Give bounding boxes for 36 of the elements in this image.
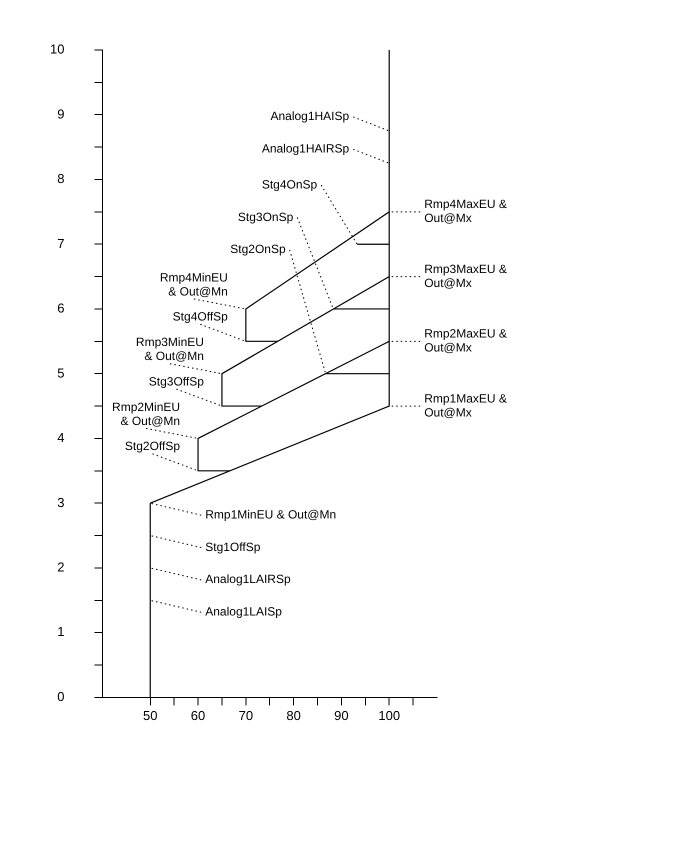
annotation: Stg1OffSp [205, 540, 261, 554]
y-tick-label: 4 [57, 430, 64, 446]
y-tick-label: 9 [57, 106, 64, 122]
x-tick-label: 80 [286, 708, 301, 723]
y-tick-label: 7 [57, 236, 64, 251]
y-tick-label: 0 [57, 688, 64, 704]
x-tick-label: 60 [190, 708, 206, 723]
annotation: Analog1HAIRSp [262, 142, 350, 156]
y-tick-label: 6 [57, 300, 64, 316]
annotation: Stg3OffSp [148, 374, 204, 388]
x-tick-label: 100 [378, 708, 400, 723]
x-tick-label: 90 [334, 708, 349, 723]
annotation: Stg2OnSp [230, 242, 286, 256]
annotation: Rmp2MinEU & Out@Mn [112, 400, 180, 428]
annotation: Stg4OffSp [172, 310, 228, 324]
annotation: Stg4OnSp [262, 177, 318, 192]
annotation: Analog1LAISp [205, 604, 282, 619]
annotation: Analog1LAIRSp [205, 572, 291, 586]
annotation: Rmp4MinEU & Out@Mn [160, 270, 228, 298]
y-tick-label: 8 [57, 171, 64, 186]
annotation: Rmp1MaxEU & Out@Mx [424, 391, 507, 420]
annotation: Rmp4MaxEU & Out@Mx [424, 197, 507, 226]
annotation: Analog1HAISp [270, 109, 350, 124]
y-tick-label: 5 [57, 365, 64, 380]
x-tick-label: 70 [238, 708, 254, 723]
y-tick-label: 3 [57, 494, 64, 510]
y-tick-label: 10 [50, 42, 64, 57]
annotation: Rmp3MaxEU & Out@Mx [424, 262, 507, 290]
annotation: Stg3OnSp [238, 210, 294, 224]
annotation: Stg2OffSp [124, 439, 180, 454]
annotation: Rmp1MinEU & Out@Mn [205, 507, 336, 522]
x-tick-label: 50 [143, 708, 158, 723]
y-tick-label: 2 [57, 560, 64, 574]
y-tick-label: 1 [57, 624, 64, 640]
annotation: Rmp3MinEU & Out@Mn [136, 335, 204, 364]
annotation: Rmp2MaxEU & Out@Mx [424, 326, 507, 355]
